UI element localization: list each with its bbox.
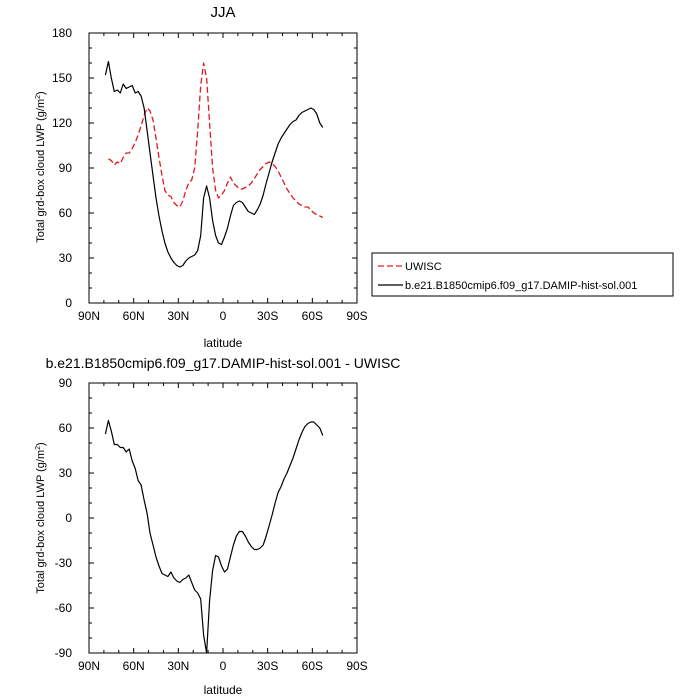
top-x-tick-label: 0 — [220, 309, 227, 323]
bottom-x-tick-label: 30N — [167, 659, 189, 673]
top-y-tick-label: 120 — [52, 116, 72, 130]
top-x-tick-label: 90S — [346, 309, 367, 323]
bottom-y-tick-label: 90 — [59, 376, 73, 390]
top-x-axis-label: latitude — [204, 336, 243, 350]
top-y-tick-label: 30 — [59, 251, 73, 265]
bottom-chart-title: b.e21.B1850cmip6.f09_g17.DAMIP-hist-sol.… — [46, 355, 401, 371]
top-y-axis-label: Total grd-box cloud LWP (g/m2) — [35, 91, 47, 242]
top-chart-title: JJA — [210, 4, 235, 21]
bottom-x-tick-label: 90S — [346, 659, 367, 673]
top-series-line-uwisc — [108, 62, 324, 219]
top-y-tick-label: 90 — [59, 161, 73, 175]
top-y-tick-label: 0 — [65, 296, 72, 310]
bottom-y-tick-label: 30 — [59, 466, 73, 480]
top-y-tick-label: 150 — [52, 71, 72, 85]
bottom-y-tick-label: -60 — [55, 601, 73, 615]
top-x-tick-label: 90N — [78, 309, 100, 323]
top-x-tick-label: 60S — [302, 309, 323, 323]
legend: UWISC b.e21.B1850cmip6.f09_g17.DAMIP-his… — [371, 252, 674, 297]
bottom-y-axis-label: Total grd-box cloud LWP (g/m2) — [35, 442, 47, 593]
bottom-x-tick-label: 90N — [78, 659, 100, 673]
bottom-y-tick-label: -90 — [55, 646, 73, 660]
top-x-tick-label: 30S — [257, 309, 278, 323]
bottom-x-axis-label: latitude — [204, 683, 243, 697]
bottom-plot-frame — [88, 382, 358, 654]
bottom-y-tick-label: 60 — [59, 421, 73, 435]
bottom-x-tick-label: 30S — [257, 659, 278, 673]
bottom-y-tick-label: 0 — [65, 511, 72, 525]
top-y-tick-label: 180 — [52, 26, 72, 40]
top-plot-frame — [88, 32, 358, 304]
top-series-line-model — [104, 60, 324, 268]
bottom-chart-panel: 90N 60N 30N 0 30S 60S 90S -90 -60 -30 0 30 60 90 — [55, 376, 368, 673]
bottom-x-tick-label: 60S — [302, 659, 323, 673]
legend-box — [371, 252, 674, 297]
legend-label-model: b.e21.B1850cmip6.f09_g17.DAMIP-hist-sol.… — [405, 280, 637, 292]
top-x-tick-label: 60N — [123, 309, 145, 323]
bottom-x-tick-label: 0 — [220, 659, 227, 673]
top-y-tick-label: 60 — [59, 206, 73, 220]
bottom-x-tick-label: 60N — [123, 659, 145, 673]
bottom-y-tick-label: -30 — [55, 556, 73, 570]
bottom-series-line-difference — [104, 419, 324, 654]
top-x-tick-label: 30N — [167, 309, 189, 323]
legend-label-uwisc: UWISC — [405, 261, 442, 273]
top-chart-panel: 90N 60N 30N 0 30S 60S 90S 0 30 60 90 120 150 180 — [52, 26, 368, 323]
